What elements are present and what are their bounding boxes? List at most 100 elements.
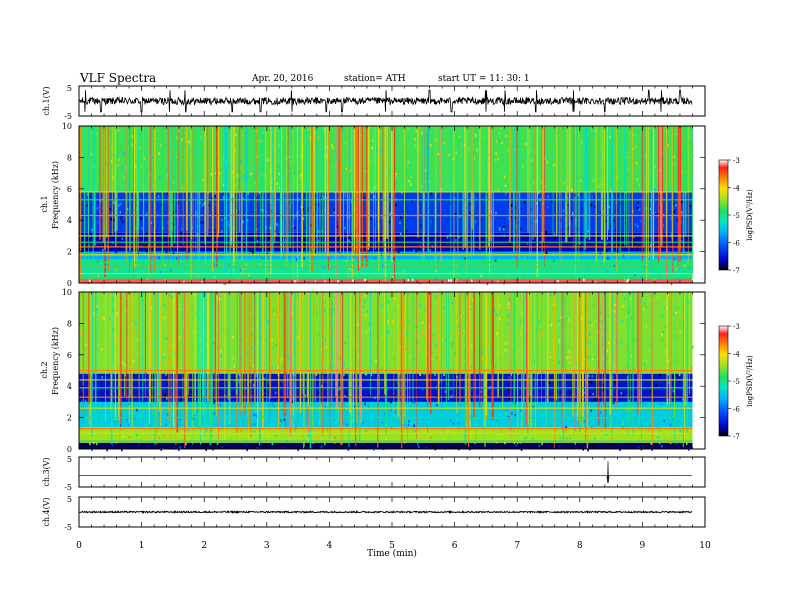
spectral-speckle bbox=[333, 187, 336, 191]
spectral-speckle bbox=[98, 407, 100, 411]
spectral-speckle bbox=[508, 298, 511, 302]
spectral-speckle bbox=[413, 271, 415, 274]
spectral-speckle bbox=[143, 157, 145, 160]
spectral-speckle bbox=[391, 366, 393, 370]
spectral-speckle bbox=[591, 336, 593, 339]
spectral-speckle bbox=[163, 317, 166, 320]
spectral-speckle bbox=[676, 129, 678, 132]
spectral-speckle bbox=[493, 307, 496, 310]
spectral-speckle bbox=[691, 366, 693, 369]
sferic-streak bbox=[529, 126, 530, 260]
spectral-speckle bbox=[166, 192, 169, 195]
spectral-speckle bbox=[94, 409, 96, 413]
spectral-speckle bbox=[366, 310, 368, 313]
spectral-speckle bbox=[498, 139, 500, 143]
spectral-speckle bbox=[177, 132, 179, 135]
spectral-speckle bbox=[283, 418, 285, 421]
spectral-speckle bbox=[584, 402, 586, 406]
spectral-speckle bbox=[491, 183, 494, 186]
spectral-speckle bbox=[333, 211, 336, 214]
spectral-speckle bbox=[169, 344, 171, 348]
spectral-speckle bbox=[592, 392, 594, 396]
spectral-speckle bbox=[298, 134, 301, 138]
spectral-speckle bbox=[470, 366, 472, 369]
spectral-speckle bbox=[173, 211, 175, 214]
spectral-speckle bbox=[213, 338, 215, 341]
sferic-streak bbox=[632, 292, 634, 437]
spectral-speckle bbox=[321, 230, 323, 233]
ch1-panel: 5 -5 ch.1(V) bbox=[42, 84, 706, 121]
sferic-streak bbox=[691, 126, 694, 275]
spectral-speckle bbox=[605, 242, 607, 245]
sferic-streak bbox=[377, 292, 379, 448]
spectral-speckle bbox=[687, 351, 690, 355]
sferic-streak bbox=[584, 126, 586, 250]
spectral-speckle bbox=[545, 251, 548, 254]
spectral-speckle bbox=[275, 434, 277, 437]
spectral-speckle bbox=[634, 273, 636, 277]
spectral-speckle bbox=[642, 293, 645, 296]
spectral-speckle bbox=[297, 157, 299, 161]
spectral-speckle bbox=[517, 271, 519, 274]
sferic-streak bbox=[239, 292, 241, 417]
sferic-streak bbox=[378, 126, 380, 271]
spectral-speckle bbox=[333, 317, 335, 320]
ch1-ylabel: ch.1(V) bbox=[42, 86, 51, 115]
spectral-speckle bbox=[517, 372, 520, 375]
spectral-speckle bbox=[369, 166, 371, 170]
spectral-speckle bbox=[469, 135, 472, 138]
sferic-streak bbox=[552, 126, 554, 236]
spectral-speckle bbox=[295, 425, 297, 428]
spectral-speckle bbox=[131, 135, 134, 138]
spectral-speckle bbox=[360, 134, 363, 137]
spectral-speckle bbox=[201, 409, 203, 412]
spectral-speckle bbox=[572, 446, 574, 450]
sferic-streak bbox=[107, 126, 109, 272]
spectral-speckle bbox=[657, 394, 660, 397]
spectral-speckle bbox=[576, 228, 579, 231]
spectral-speckle bbox=[507, 302, 510, 305]
spectral-speckle bbox=[679, 331, 682, 334]
spectral-speckle bbox=[526, 264, 528, 267]
spectral-speckle bbox=[658, 160, 661, 163]
spectral-speckle bbox=[346, 411, 348, 414]
spectral-speckle bbox=[151, 154, 153, 157]
spectral-speckle bbox=[637, 225, 639, 228]
spectral-speckle bbox=[365, 268, 367, 271]
spectral-speckle bbox=[630, 317, 633, 320]
spectral-speckle bbox=[559, 390, 561, 394]
spectral-speckle bbox=[274, 399, 277, 402]
spectral-speckle bbox=[689, 205, 692, 208]
sferic-streak bbox=[265, 126, 267, 276]
spectral-speckle bbox=[214, 192, 216, 196]
spectral-speckle bbox=[126, 208, 129, 211]
spectral-speckle bbox=[423, 274, 425, 278]
sferic-streak bbox=[566, 126, 568, 242]
spectral-speckle bbox=[299, 251, 301, 255]
spectral-speckle bbox=[111, 446, 113, 449]
spectral-speckle bbox=[252, 145, 255, 149]
spectral-speckle bbox=[680, 155, 682, 159]
sferic-streak bbox=[526, 292, 528, 426]
spectral-speckle bbox=[109, 208, 112, 211]
spectral-speckle bbox=[626, 280, 628, 283]
sferic-streak bbox=[661, 126, 664, 247]
spectral-speckle bbox=[419, 392, 422, 395]
spectral-speckle bbox=[558, 339, 561, 342]
spectral-speckle bbox=[546, 244, 548, 247]
spectral-speckle bbox=[507, 375, 510, 379]
sferic-streak bbox=[295, 292, 297, 416]
spectral-speckle bbox=[128, 435, 130, 439]
spectral-speckle bbox=[591, 426, 593, 429]
sferic-streak bbox=[301, 126, 303, 268]
sferic-streak bbox=[178, 126, 180, 266]
spectral-speckle bbox=[463, 147, 465, 150]
spectral-speckle bbox=[471, 279, 473, 282]
spectral-speckle bbox=[622, 149, 624, 152]
spectral-speckle bbox=[603, 403, 605, 406]
spectral-speckle bbox=[146, 232, 148, 235]
spectral-speckle bbox=[434, 313, 436, 317]
spectral-speckle bbox=[380, 141, 382, 144]
spectral-speckle bbox=[587, 342, 590, 345]
spectral-speckle bbox=[178, 336, 181, 339]
